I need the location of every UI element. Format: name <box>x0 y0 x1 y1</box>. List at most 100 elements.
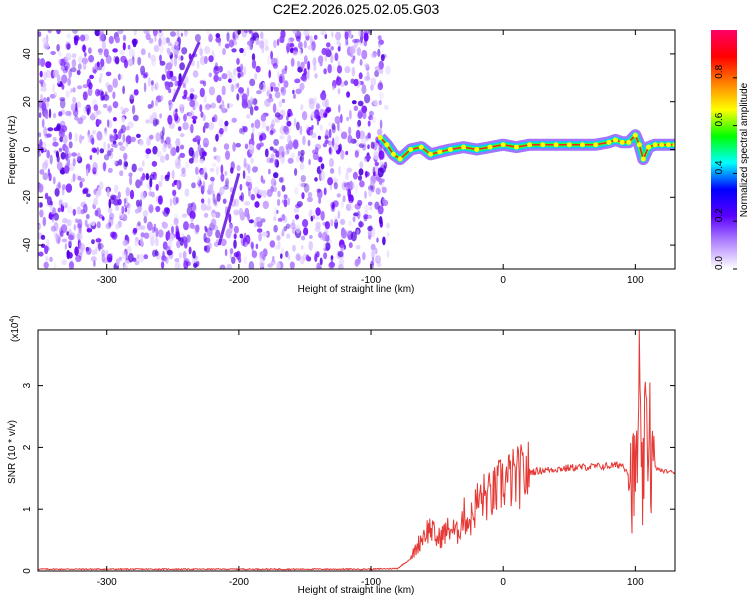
noise-point <box>43 261 49 269</box>
noise-point <box>155 119 160 125</box>
noise-point <box>230 167 234 174</box>
noise-point <box>133 89 139 96</box>
noise-point <box>203 95 208 104</box>
noise-point <box>364 190 367 199</box>
noise-point <box>269 158 274 164</box>
noise-point <box>234 30 240 38</box>
noise-point <box>218 38 221 47</box>
noise-point <box>52 69 59 78</box>
noise-point <box>132 38 137 48</box>
noise-point <box>373 151 380 160</box>
noise-point <box>330 219 334 227</box>
noise-point <box>254 119 261 129</box>
noise-point <box>266 189 273 197</box>
noise-point <box>140 176 143 186</box>
noise-point <box>86 228 93 233</box>
noise-point <box>343 244 346 250</box>
noise-point <box>140 225 146 230</box>
x-tick-label: -300 <box>97 275 117 286</box>
noise-point <box>181 167 186 174</box>
noise-point <box>106 188 110 198</box>
noise-point <box>77 63 82 70</box>
noise-point <box>269 81 276 89</box>
noise-point <box>291 219 295 227</box>
noise-point <box>308 100 315 110</box>
spectrogram-x-ticks: -300 -200 -100 0 100 <box>97 30 644 286</box>
noise-point <box>41 102 47 112</box>
noise-point <box>279 135 285 140</box>
noise-point <box>118 256 123 261</box>
noise-point <box>383 161 388 169</box>
noise-point <box>220 186 225 195</box>
noise-point <box>378 68 384 74</box>
colorbar-tick-label: 0.2 <box>714 208 725 222</box>
noise-point <box>197 175 200 185</box>
noise-point <box>106 253 113 263</box>
noise-point <box>274 112 281 118</box>
noise-point <box>254 201 260 208</box>
noise-point <box>55 233 59 244</box>
chart-title: C2E2.2026.025.02.05.G03 <box>273 1 440 17</box>
noise-point <box>159 60 166 66</box>
noise-point <box>66 205 73 214</box>
noise-point <box>86 193 91 198</box>
noise-point <box>175 162 182 170</box>
noise-point <box>127 58 134 67</box>
noise-point <box>367 120 371 127</box>
noise-point <box>262 200 269 210</box>
noise-point <box>311 111 315 119</box>
noise-point <box>324 135 329 140</box>
noise-point <box>379 92 384 100</box>
noise-point <box>294 214 300 220</box>
noise-point <box>176 180 180 189</box>
noise-point <box>274 91 281 99</box>
noise-point <box>378 42 381 48</box>
noise-point <box>299 82 305 91</box>
noise-point <box>354 150 359 158</box>
noise-point <box>143 254 149 260</box>
noise-point <box>248 144 254 150</box>
noise-point <box>358 221 364 228</box>
noise-point <box>68 141 73 149</box>
noise-point <box>245 236 250 244</box>
noise-point <box>339 113 343 124</box>
noise-point <box>43 42 50 50</box>
noise-point <box>113 128 118 134</box>
x-tick-label: -300 <box>97 577 117 588</box>
colorbar-ticks: 0.0 0.2 0.4 0.6 0.8 <box>714 64 737 270</box>
noise-point <box>373 171 377 177</box>
noise-point <box>38 183 44 193</box>
noise-point <box>345 150 349 156</box>
noise-point <box>370 185 375 193</box>
noise-point <box>82 63 87 70</box>
noise-point <box>121 251 127 260</box>
noise-point <box>77 117 84 125</box>
noise-point <box>318 196 322 205</box>
noise-point <box>308 241 314 251</box>
noise-point <box>46 149 50 159</box>
noise-point <box>203 212 209 218</box>
noise-point <box>70 103 76 112</box>
noise-point <box>250 241 254 249</box>
noise-point <box>368 33 373 38</box>
noise-point <box>368 115 374 121</box>
noise-point <box>136 254 140 260</box>
noise-point <box>63 165 70 174</box>
noise-point <box>73 224 77 231</box>
noise-point <box>228 39 234 48</box>
noise-point <box>52 207 57 217</box>
noise-point <box>97 65 102 71</box>
noise-point <box>74 246 79 256</box>
noise-point <box>166 249 173 256</box>
noise-point <box>376 261 382 268</box>
noise-point <box>68 68 72 78</box>
noise-point <box>221 73 228 80</box>
noise-point <box>281 184 286 192</box>
noise-point <box>241 30 248 38</box>
signal-track-point <box>672 142 675 148</box>
noise-point <box>362 111 367 120</box>
noise-point <box>139 139 144 147</box>
snr-x-ticks: -300 -200 -100 0 100 <box>97 330 644 588</box>
noise-point <box>58 51 62 57</box>
noise-point <box>273 172 279 179</box>
